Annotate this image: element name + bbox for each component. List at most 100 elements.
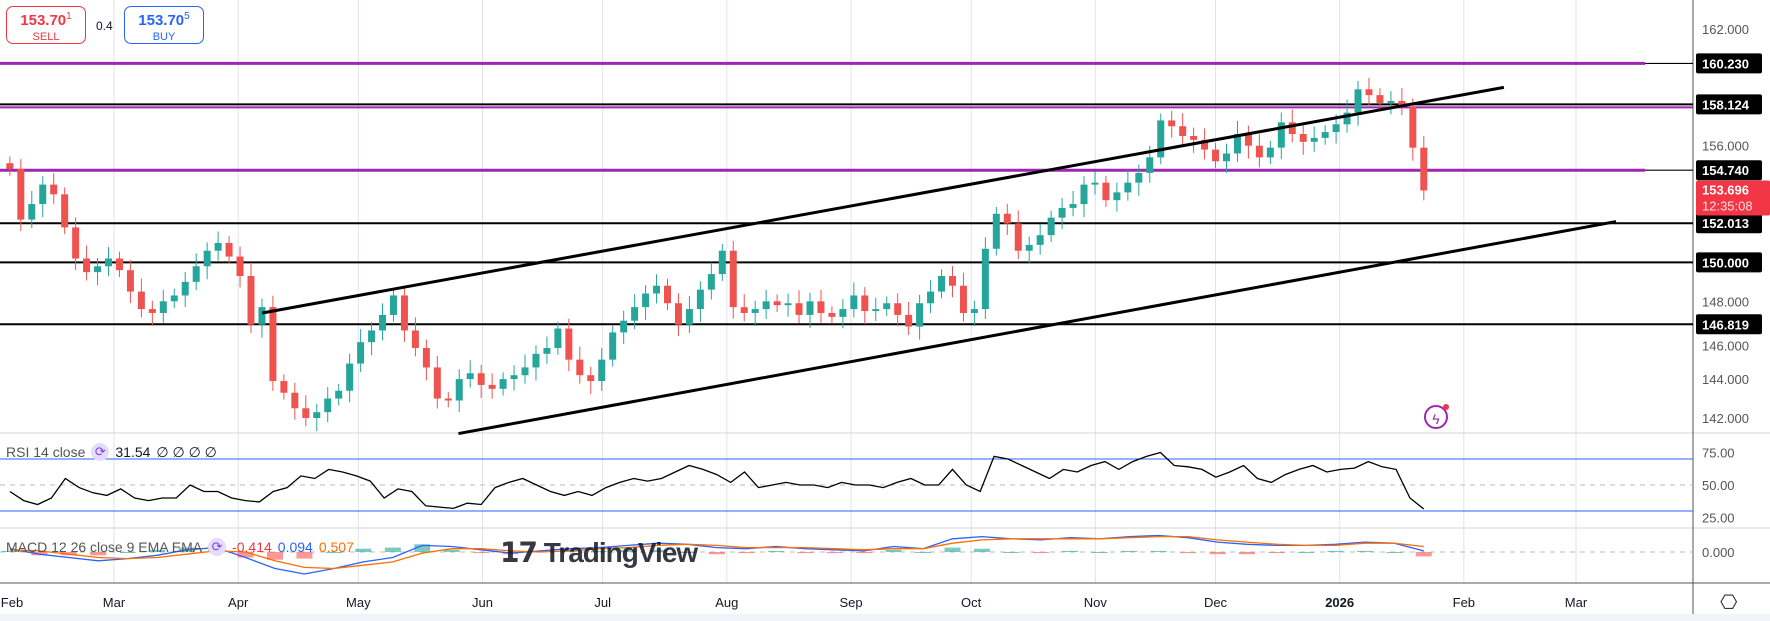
- price-tick-label: 146.000: [1702, 338, 1749, 353]
- candle-up: [981, 248, 989, 310]
- candle-down: [948, 276, 956, 286]
- channel-trendline: [458, 220, 1617, 436]
- candle-down: [137, 291, 145, 310]
- macd-line: [9, 534, 1424, 575]
- time-axis-label: 2026: [1325, 595, 1354, 610]
- candle-down: [1168, 120, 1176, 127]
- candle-up: [521, 367, 529, 376]
- bottom-strip: [0, 614, 1770, 621]
- sync-icon[interactable]: ⟳: [208, 538, 227, 556]
- candle-down: [1365, 89, 1373, 96]
- rsi-legend[interactable]: RSI 14 close ⟳ 31.54 ∅ ∅ ∅ ∅: [6, 443, 217, 461]
- macd-histogram-bar: [1327, 550, 1344, 552]
- buy-button[interactable]: 153.705 BUY: [124, 6, 204, 44]
- candle-down: [795, 303, 803, 315]
- time-axis-label: Oct: [961, 595, 982, 610]
- sync-icon[interactable]: ⟳: [91, 443, 110, 461]
- candle-up: [696, 289, 704, 310]
- candle-up: [1332, 124, 1340, 133]
- candle-down: [17, 169, 25, 220]
- macd-histogram-bar: [1, 550, 18, 552]
- candle-up: [170, 295, 178, 302]
- candle-down: [477, 373, 485, 385]
- rsi-tick-label: 50.00: [1702, 478, 1735, 493]
- candle-down: [1255, 145, 1263, 158]
- macd-histogram-bar: [885, 549, 902, 552]
- candle-down: [444, 398, 452, 401]
- level-price-tag: [1696, 213, 1762, 234]
- price-tick-label: 148.000: [1702, 294, 1749, 309]
- sell-button[interactable]: 153.701 SELL: [6, 6, 86, 44]
- candle-up: [368, 330, 376, 343]
- candle-up: [598, 359, 606, 382]
- candle-down: [1190, 135, 1198, 140]
- spread: 0.4: [96, 19, 113, 33]
- macd-tick-label: 0.000: [1702, 545, 1735, 560]
- rsi-tick-label: 75.00: [1702, 446, 1735, 461]
- candle-up: [1277, 122, 1285, 148]
- candle-down: [1420, 147, 1428, 191]
- candle-down: [61, 194, 69, 228]
- candle-down: [817, 301, 825, 313]
- time-axis-label: Nov: [1084, 595, 1108, 610]
- buy-price: 153.70: [138, 12, 185, 29]
- candle-down: [1003, 213, 1011, 224]
- candle-down: [115, 258, 123, 271]
- price-tick-label: 156.000: [1702, 139, 1749, 154]
- time-axis-label: Feb: [1, 595, 23, 610]
- level-price-label: 154.740: [1702, 163, 1749, 178]
- candle-up: [379, 314, 387, 331]
- candle-down: [740, 307, 748, 313]
- candle-up: [455, 379, 463, 401]
- settings-icon[interactable]: ⎔: [1720, 592, 1738, 614]
- rsi-line: [9, 451, 1425, 510]
- level-price-tag: [1696, 314, 1762, 335]
- candle-up: [1233, 134, 1241, 154]
- candle-up: [1387, 100, 1395, 103]
- candle-down: [302, 408, 310, 418]
- candle-up: [28, 204, 36, 220]
- candle-down: [1179, 126, 1187, 136]
- candle-up: [39, 184, 47, 205]
- candle-up: [1058, 207, 1066, 218]
- candle-down: [729, 250, 737, 308]
- lightning-icon[interactable]: ϟ: [1424, 404, 1449, 429]
- candle-down: [433, 367, 441, 399]
- candle-up: [970, 309, 978, 313]
- logo-text: TradingView: [543, 537, 698, 568]
- macd-histogram-bar: [1180, 552, 1197, 554]
- candle-up: [258, 307, 266, 325]
- candle-down: [828, 312, 836, 317]
- macd-histogram-bar: [1297, 552, 1314, 553]
- candle-down: [291, 392, 299, 409]
- macd-histogram-bar: [590, 550, 607, 552]
- candle-up: [992, 213, 1000, 249]
- candle-down: [1398, 100, 1406, 107]
- macd-legend[interactable]: MACD 12 26 close 9 EMA EMA ⟳ -0.414 0.09…: [6, 538, 354, 556]
- macd-histogram-bar: [355, 548, 372, 552]
- macd-label: MACD 12 26 close 9 EMA EMA: [6, 539, 203, 555]
- candle-down: [1244, 134, 1252, 146]
- candle-down: [1288, 122, 1296, 135]
- candle-up: [620, 320, 628, 333]
- candle-up: [707, 274, 715, 290]
- buy-price-pip: 5: [184, 11, 190, 22]
- macd-histogram-bar: [1239, 552, 1256, 555]
- candle-up: [762, 301, 770, 310]
- candle-up: [532, 353, 540, 368]
- candle-up: [313, 412, 321, 418]
- candle-down: [225, 242, 233, 257]
- candle-down: [565, 328, 573, 360]
- candle-up: [1222, 153, 1230, 162]
- macd-histogram-bar: [797, 552, 814, 554]
- tradingview-logo: 𝟭𝟳 TradingView: [500, 537, 698, 568]
- macd-histogram-bar: [1268, 552, 1285, 554]
- candle-down: [422, 347, 430, 368]
- candle-up: [872, 309, 880, 312]
- level-price-label: 146.819: [1702, 317, 1749, 332]
- macd-histogram-bar: [856, 552, 873, 554]
- candle-down: [488, 384, 496, 389]
- candle-down: [1014, 223, 1022, 251]
- candle-down: [576, 359, 584, 376]
